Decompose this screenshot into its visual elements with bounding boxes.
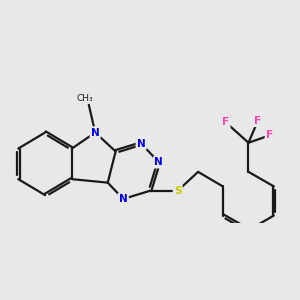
Text: N: N [137,139,146,148]
Text: F: F [222,117,229,127]
Text: CH₃: CH₃ [76,94,93,103]
Text: F: F [266,130,273,140]
Text: S: S [174,186,182,196]
Text: N: N [154,157,163,167]
Text: N: N [119,194,128,204]
Text: F: F [254,116,261,126]
Text: N: N [91,128,100,137]
